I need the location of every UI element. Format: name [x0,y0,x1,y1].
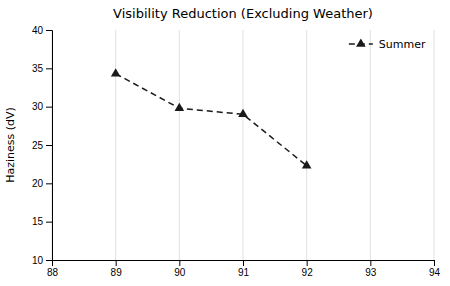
tick-mark [116,260,117,266]
tick-label: 92 [302,267,314,278]
tick: 89 [111,260,123,278]
tick: 40 [32,25,52,36]
grid-line [179,30,180,260]
tick-mark [179,260,180,266]
tick-label: 93 [365,267,377,278]
tick-label: 40 [32,25,44,36]
legend-marker [356,38,366,46]
tick: 20 [32,178,52,189]
tick-label: 30 [32,101,44,112]
chart: 88 89 90 91 92 93 94 10 15 20 25 30 35 40 Summer Visibi… [0,0,450,286]
tick-mark [307,260,308,266]
x-axis: 88 89 90 91 92 93 94 [47,260,441,278]
tick: 93 [365,260,377,278]
tick: 94 [429,260,441,278]
tick-label: 94 [429,267,441,278]
tick-label: 91 [238,267,250,278]
tick: 15 [32,216,52,227]
tick-mark [46,30,52,31]
marker [302,160,312,168]
line [116,74,307,166]
tick: 91 [238,260,250,278]
grid-line [306,30,307,260]
tick: 35 [32,63,52,74]
tick-mark [46,145,52,146]
legend-label: Summer [379,38,426,51]
tick-label: 25 [32,140,44,151]
tick: 10 [32,255,52,266]
tick-mark [46,222,52,223]
grid-line [434,30,435,260]
grid-line [115,30,116,260]
tick-mark [46,107,52,108]
axis-line [46,31,53,261]
tick-mark [434,260,435,266]
tick-label: 35 [32,63,44,74]
tick-mark [46,183,52,184]
tick: 88 [47,260,59,278]
tick-mark [46,260,52,261]
legend-item: Summer [349,38,426,51]
grid [52,30,434,260]
tick-label: 10 [32,255,44,266]
tick-mark [370,260,371,266]
tick-label: 88 [47,267,59,278]
plot: 88 89 90 91 92 93 94 10 15 20 25 30 35 40 Summer [32,25,441,278]
tick: 30 [32,101,52,112]
title: Visibility Reduction (Excluding Weather) [113,6,373,21]
tick: 90 [174,260,186,278]
marker [111,68,121,76]
tick: 25 [32,140,52,151]
y-axis-title: Haziness (dV) [4,107,17,183]
tick-mark [46,68,52,69]
marks [111,68,312,168]
tick: 92 [302,260,314,278]
marker [175,103,185,111]
grid-line [243,30,244,260]
tick-label: 20 [32,178,44,189]
legend: Summer [349,38,426,51]
y-axis: 10 15 20 25 30 35 40 [32,25,53,266]
marker [238,109,248,117]
tick-label: 89 [111,267,123,278]
tick-mark [243,260,244,266]
tick-label: 15 [32,216,44,227]
grid-line [370,30,371,260]
tick-label: 90 [174,267,186,278]
axis-line [53,261,435,267]
